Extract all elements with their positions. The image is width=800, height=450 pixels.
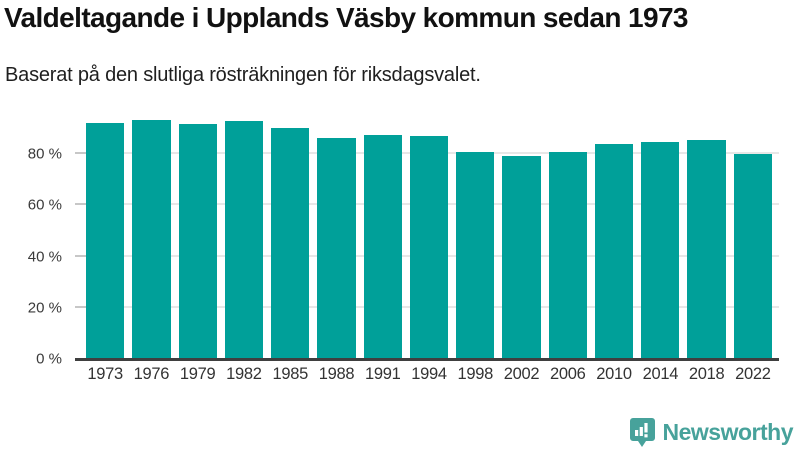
x-axis-label-2010: 2010 [596, 365, 632, 383]
x-axis-label-2014: 2014 [642, 365, 679, 383]
y-tick-60 [75, 203, 86, 206]
bar-1991 [363, 134, 402, 358]
chart-subtitle: Baserat på den slutliga rösträkningen fö… [5, 64, 481, 86]
x-axis-label-1985: 1985 [272, 365, 308, 383]
bar-1973 [86, 122, 125, 358]
y-axis-label-40: 40 % [27, 248, 62, 265]
x-axis-label-1973: 1973 [87, 365, 123, 383]
bar-2010 [594, 144, 634, 358]
bar-1976 [132, 119, 171, 358]
bar-2014 [641, 141, 680, 358]
y-axis-label-20: 20 % [27, 299, 62, 317]
bar-1994 [409, 135, 449, 358]
y-tick-80 [75, 152, 86, 154]
bar-2002 [502, 155, 541, 358]
x-axis-label-2022: 2022 [735, 365, 771, 383]
bar-1988 [317, 138, 356, 358]
y-axis-label-60: 60 % [27, 196, 62, 214]
bar-2022 [733, 154, 772, 358]
x-axis-label-1991: 1991 [364, 365, 401, 383]
bar-2006 [548, 151, 587, 358]
y-tick-40 [75, 254, 86, 257]
y-axis-label-0: 0 % [36, 350, 62, 368]
x-axis: 1973 1976 1979 1982 1985 1988 1991 1994 1998 2002… [86, 365, 772, 384]
x-axis-label-2002: 2002 [503, 365, 540, 383]
y-tick-20 [75, 305, 86, 308]
x-axis-label-1976: 1976 [133, 365, 170, 383]
bar-1985 [271, 127, 310, 358]
x-axis-label-1998: 1998 [457, 365, 494, 383]
newsworthy-speech-bubble-bar-chart-icon [629, 418, 655, 447]
bar-2018 [687, 139, 726, 358]
newsworthy-logo: Newsworthy [629, 417, 794, 447]
bar-1998 [456, 151, 495, 358]
x-axis-label-2018: 2018 [688, 365, 725, 383]
x-axis-label-1982: 1982 [226, 365, 262, 383]
chart-title: Valdeltagande i Upplands Väsby kommun se… [4, 2, 688, 33]
y-axis-label-80: 80 % [27, 145, 62, 163]
bar-1982 [224, 121, 264, 358]
newsworthy-logo-text: Newsworthy [662, 418, 794, 445]
x-axis-label-1994: 1994 [411, 365, 447, 383]
y-axis: 0 % 20 % 40 % 60 % 80 % [0, 112, 62, 368]
bar-series [86, 112, 772, 358]
x-axis-label-1988: 1988 [318, 365, 355, 383]
plot-area [75, 112, 779, 361]
x-axis-label-2006: 2006 [550, 365, 586, 383]
bar-1979 [178, 123, 217, 358]
x-axis-label-1979: 1979 [179, 365, 216, 383]
